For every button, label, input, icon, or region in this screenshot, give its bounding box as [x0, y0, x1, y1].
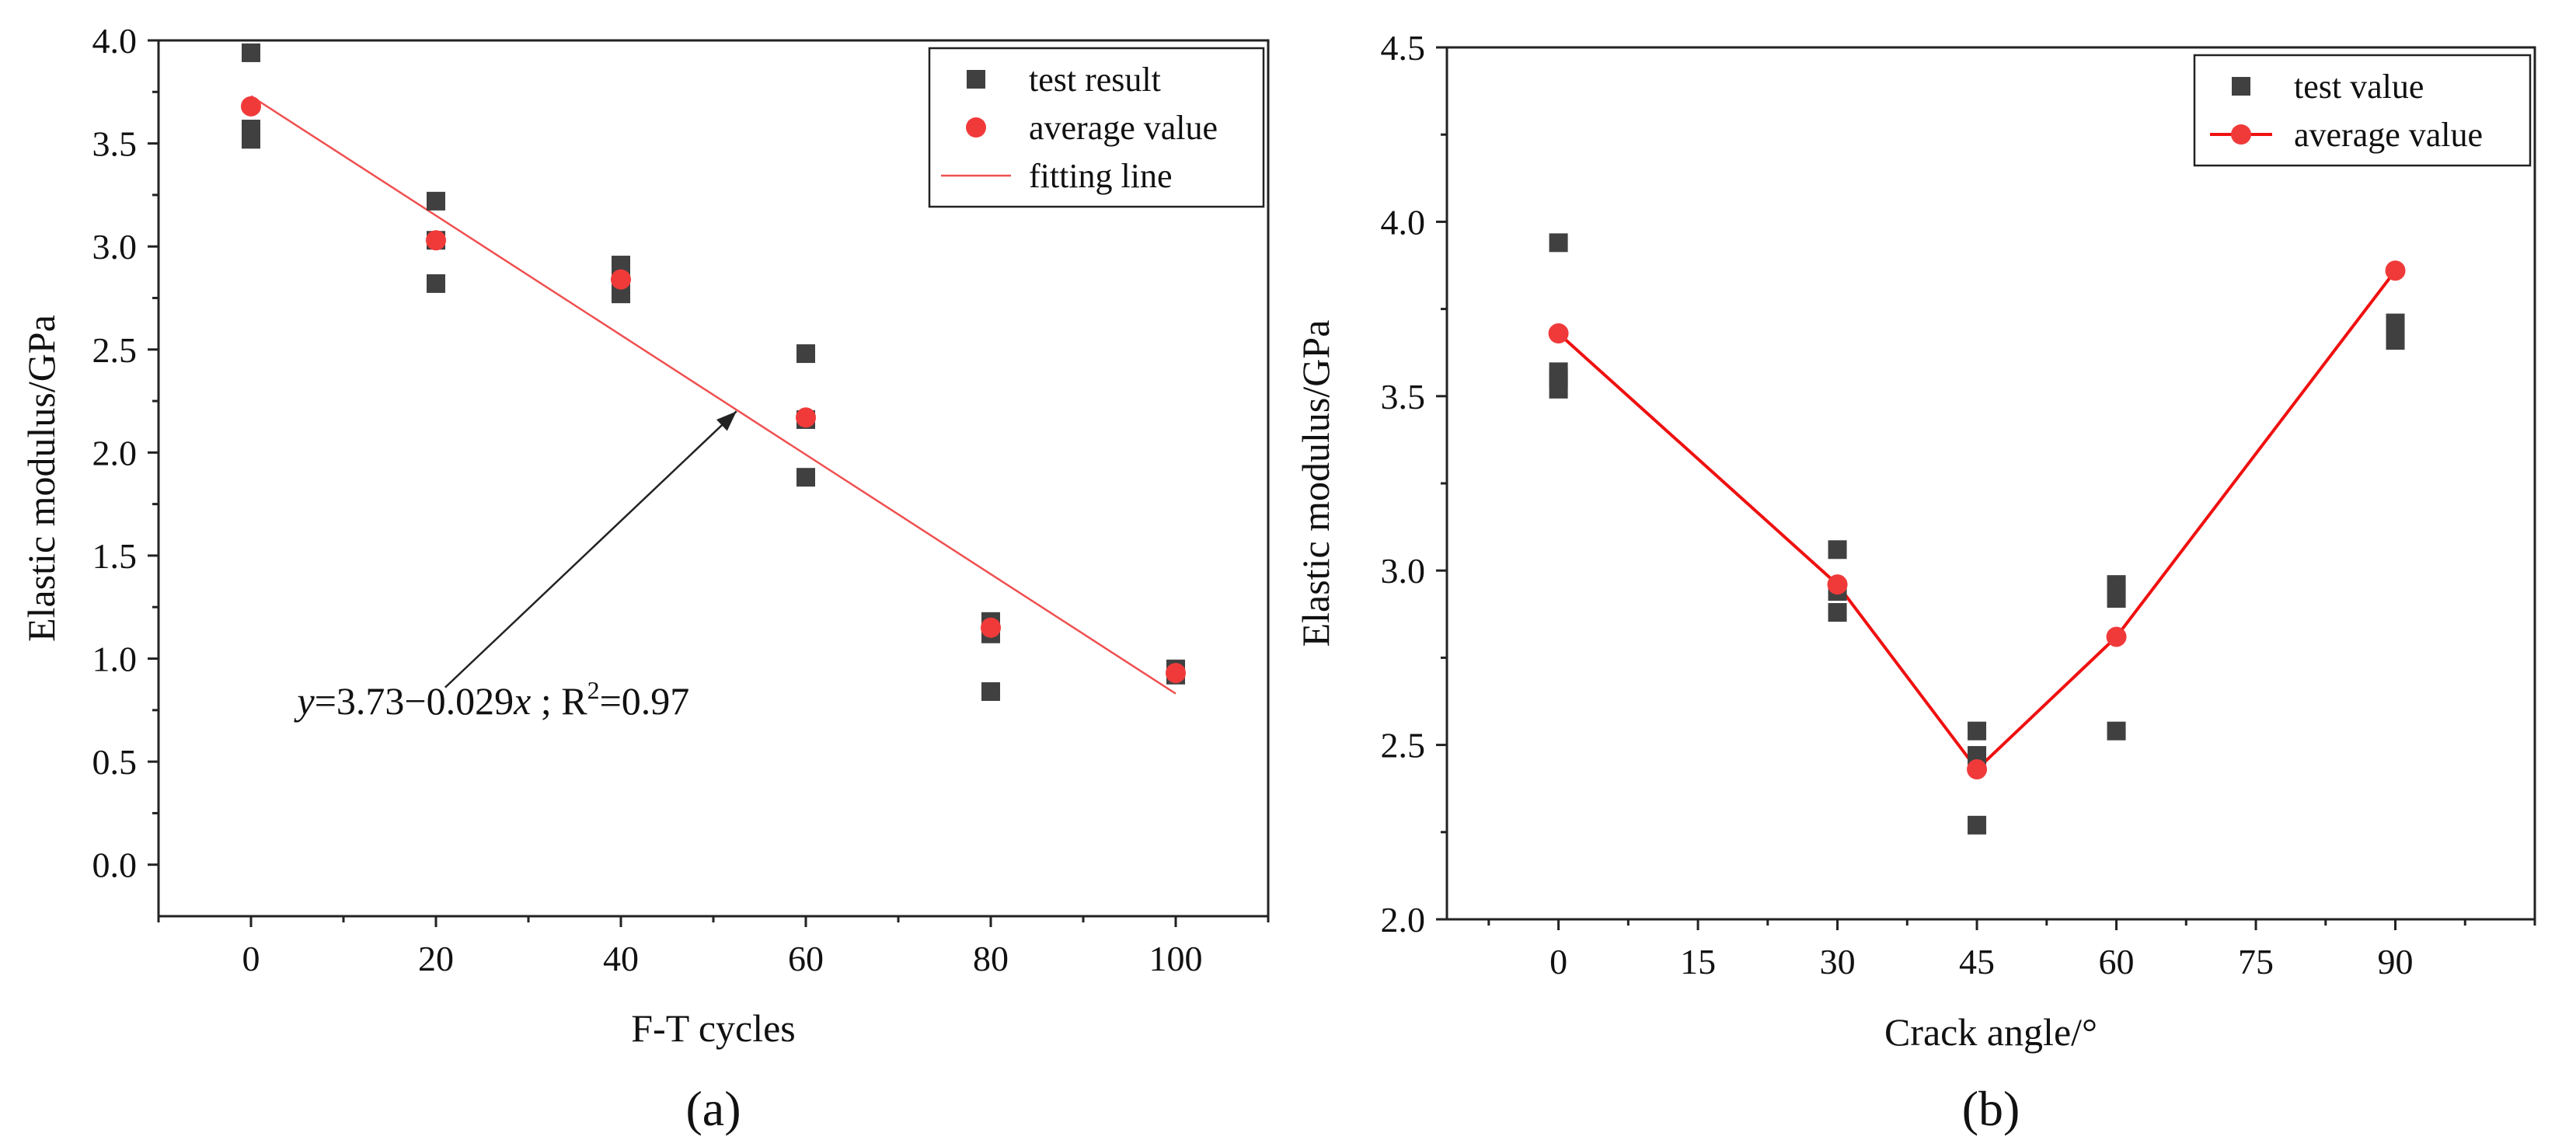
x-tick-label: 45: [1959, 942, 1995, 981]
panel-sub-label: (b): [1962, 1081, 2020, 1136]
average-point: [426, 230, 446, 251]
legend-label: fitting line: [1029, 157, 1173, 195]
x-tick-label: 80: [973, 939, 1009, 978]
x-tick-label: 40: [603, 939, 639, 978]
average-point: [2385, 260, 2406, 281]
equation-part: x: [513, 679, 531, 723]
x-tick-label: 60: [2099, 942, 2135, 981]
test-point: [2386, 313, 2405, 333]
y-axis-title: Elastic modulus/GPa: [1294, 320, 1337, 647]
average-point: [1166, 663, 1186, 684]
x-tick-label: 20: [418, 939, 454, 978]
test-point: [981, 682, 1000, 701]
y-tick-label: 2.5: [92, 330, 138, 370]
test-point: [797, 344, 815, 364]
x-tick-label: 0: [1549, 942, 1567, 981]
test-point: [1968, 815, 1987, 835]
legend-square-marker: [2232, 77, 2250, 96]
legend-label: test result: [1029, 61, 1161, 99]
plot-frame: [1445, 46, 2536, 921]
test-point: [1968, 721, 1987, 741]
test-point: [1828, 540, 1847, 560]
average-value-line: [1557, 270, 2397, 772]
average-point: [1967, 759, 1988, 780]
average-point: [611, 269, 631, 290]
legend-circle-marker: [2231, 124, 2251, 145]
legend: test value average value: [2193, 54, 2532, 167]
y-tick-label: 3.0: [1381, 551, 1426, 591]
legend-box: [2193, 54, 2532, 167]
average-point: [981, 617, 1001, 638]
test-point: [2107, 589, 2126, 608]
test-point: [1828, 603, 1847, 622]
legend-label: average value: [2294, 116, 2483, 154]
legend-circle-marker: [966, 117, 986, 138]
test-point: [427, 191, 445, 211]
test-point: [1549, 379, 1568, 399]
x-tick-label: 90: [2378, 942, 2414, 981]
fit-equation: y=3.73−0.029x ; R2=0.97: [294, 676, 690, 723]
average-point: [796, 407, 816, 428]
y-tick-label: 4.5: [1381, 28, 1426, 68]
y-tick-label: 1.0: [92, 640, 138, 679]
y-tick-label: 2.0: [1381, 900, 1426, 940]
x-tick-label: 0: [242, 939, 260, 978]
average-point: [1827, 574, 1848, 595]
test-point: [2107, 721, 2126, 741]
equation-part: 2: [587, 676, 600, 704]
legend-label: average value: [1029, 109, 1218, 147]
y-tick-label: 4.0: [92, 21, 138, 61]
test-point: [427, 274, 445, 293]
panel-a: 0 20 40 60 80 100 0.0 0.5 1.0 1.5 2.0 2.5 3.0 3.5 4.0 F…: [19, 21, 1270, 1136]
average-point: [1548, 323, 1569, 344]
y-tick-label: 0.5: [92, 742, 138, 782]
x-tick-label: 15: [1680, 942, 1716, 981]
average-point: [2106, 626, 2127, 647]
annotation-arrow-head: [716, 411, 737, 431]
x-axis-title: F-T cycles: [631, 1006, 796, 1050]
x-tick-label: 75: [2238, 942, 2274, 981]
x-tick-label: 60: [788, 939, 824, 978]
equation-part: ; R: [531, 679, 587, 723]
y-tick-label: 3.5: [92, 124, 138, 164]
equation-part: =0.97: [600, 679, 690, 723]
legend-label: test value: [2294, 68, 2424, 106]
legend: test result average value fitting line: [928, 47, 1265, 208]
x-tick-label: 30: [1820, 942, 1856, 981]
panel-sub-label: (a): [685, 1081, 741, 1136]
y-tick-label: 2.0: [92, 433, 138, 472]
equation-part: =3.73−0.029: [315, 679, 514, 723]
test-point: [242, 130, 260, 149]
y-tick-label: 0.0: [92, 845, 138, 885]
test-point: [1549, 233, 1568, 253]
annotation-arrow-shaft: [444, 410, 737, 689]
test-point: [242, 43, 260, 62]
legend-square-marker: [967, 70, 985, 89]
x-axis-title: Crack angle/°: [1884, 1010, 2097, 1054]
y-tick-label: 1.5: [92, 536, 138, 576]
y-tick-label: 4.0: [1381, 202, 1426, 242]
y-tick-label: 3.5: [1381, 377, 1426, 417]
average-point: [241, 96, 261, 117]
test-point: [2386, 330, 2405, 350]
test-point: [797, 468, 815, 487]
panel-b: 0 15 30 45 60 75 90 2.0 2.5 3.0 3.5 4.0 4.5 Crack ang…: [1294, 28, 2536, 1136]
y-tick-label: 2.5: [1381, 726, 1426, 765]
y-tick-label: 3.0: [92, 227, 138, 267]
y-axis-title: Elastic modulus/GPa: [19, 315, 63, 642]
equation-part: y: [294, 679, 315, 723]
x-tick-label: 100: [1149, 939, 1203, 978]
fitting-line: [250, 95, 1176, 695]
